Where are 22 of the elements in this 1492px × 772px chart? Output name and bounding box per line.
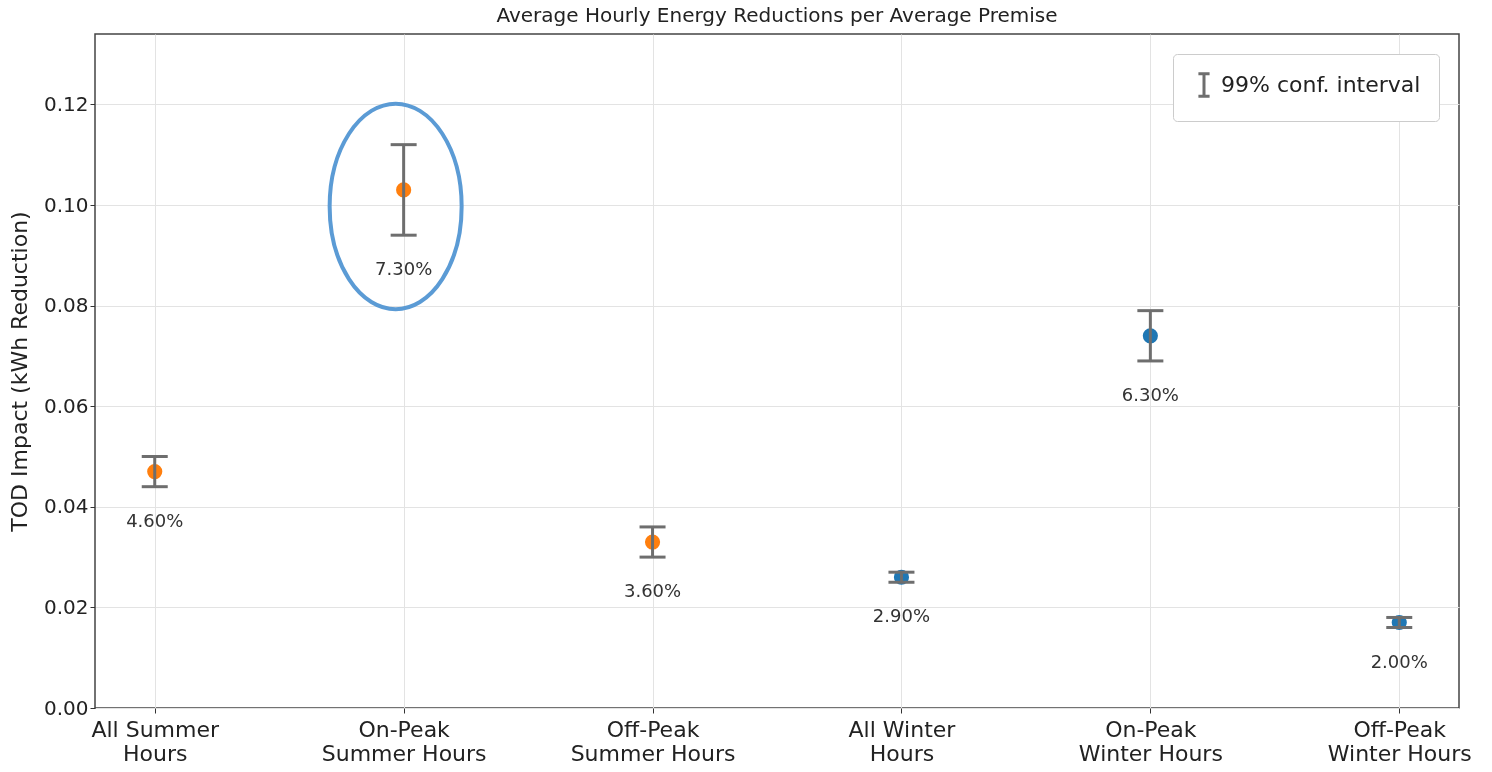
annotation: 6.30% xyxy=(1121,383,1179,405)
x-tick-label: On-Peak Winter Hours xyxy=(1078,716,1223,766)
y-tick-label: 0.10 xyxy=(43,192,89,217)
y-tick-label: 0.12 xyxy=(43,91,89,116)
x-tick-label: All Winter Hours xyxy=(848,716,957,766)
annotation: 4.60% xyxy=(126,509,184,531)
y-axis-title: TOD Impact (kWh Reduction) xyxy=(6,211,32,533)
annotation: 2.00% xyxy=(1370,650,1428,672)
x-tick-label: All Summer Hours xyxy=(91,716,220,766)
annotation: 3.60% xyxy=(623,580,682,602)
x-tick-label: Off-Peak Summer Hours xyxy=(570,716,736,766)
y-tick-label: 0.02 xyxy=(43,594,89,619)
annotation: 2.90% xyxy=(872,605,931,627)
x-tick-label: Off-Peak Winter Hours xyxy=(1327,716,1472,766)
y-tick-label: 0.08 xyxy=(43,293,89,318)
chart-title: Average Hourly Energy Reductions per Average Premise xyxy=(496,3,1058,27)
y-tick-label: 0.00 xyxy=(43,695,89,720)
y-tick-label: 0.04 xyxy=(43,494,89,519)
text: 99% conf. interval xyxy=(1221,72,1421,97)
y-tick-label: 0.06 xyxy=(43,393,89,418)
annotation: 7.30% xyxy=(375,258,433,280)
x-tick-label: On-Peak Summer Hours xyxy=(321,716,487,766)
